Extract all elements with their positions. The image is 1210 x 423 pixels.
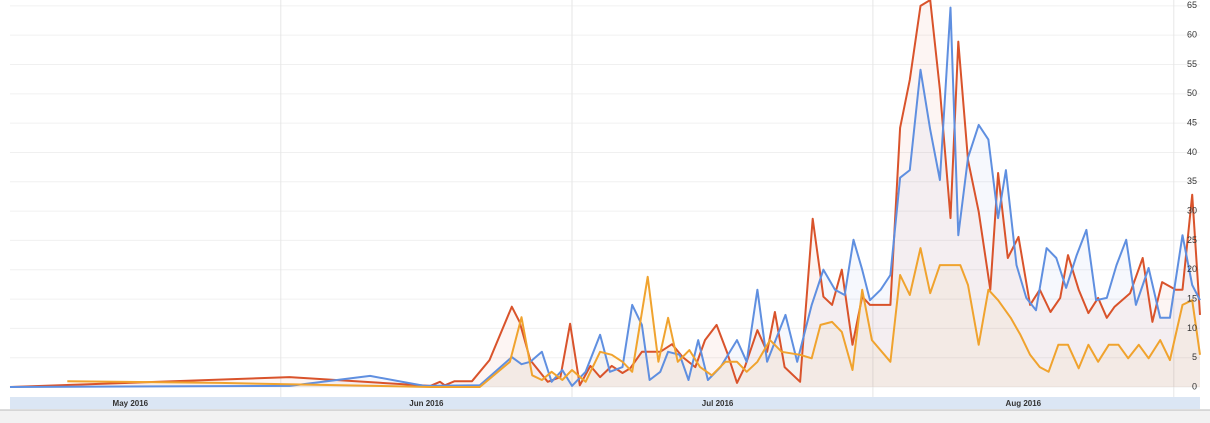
areas xyxy=(10,0,1200,388)
series-area xyxy=(67,248,1200,388)
y-tick-label: 65 xyxy=(1187,0,1197,10)
y-tick-label: 40 xyxy=(1187,147,1197,157)
x-tick-label: Jun 2016 xyxy=(409,399,444,408)
y-tick-label: 15 xyxy=(1187,293,1197,303)
y-tick-label: 25 xyxy=(1187,235,1197,245)
series-line xyxy=(9,6,1201,388)
x-tick-label: May 2016 xyxy=(113,399,149,408)
y-tick-label: 20 xyxy=(1187,264,1197,274)
y-tick-label: 55 xyxy=(1187,59,1197,69)
axes: 0 5 10 15 20 25 30 35 40 45 50 55 60 65 May 2016 Jun 20… xyxy=(113,0,1197,408)
series-line xyxy=(67,247,1201,388)
y-tick-label: 45 xyxy=(1187,118,1197,128)
y-tick-label: 50 xyxy=(1187,88,1197,98)
grid xyxy=(10,0,1200,409)
y-tick-label: 35 xyxy=(1187,176,1197,186)
lines xyxy=(9,0,1201,388)
series-area xyxy=(10,7,1200,388)
x-axis-band xyxy=(10,397,1200,409)
x-tick-label: Jul 2016 xyxy=(702,399,734,408)
y-tick-label: 10 xyxy=(1187,323,1197,333)
y-tick-label: 60 xyxy=(1187,30,1197,40)
x-tick-label: Aug 2016 xyxy=(1006,399,1042,408)
y-tick-label: 0 xyxy=(1192,381,1197,391)
y-tick-label: 5 xyxy=(1192,352,1197,362)
navigator xyxy=(0,410,1210,423)
series-area xyxy=(10,0,1200,388)
series-line xyxy=(9,0,1201,388)
y-tick-label: 30 xyxy=(1187,205,1197,215)
